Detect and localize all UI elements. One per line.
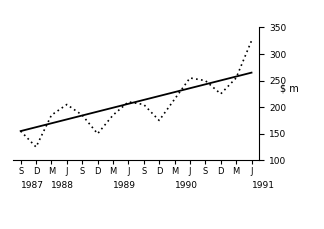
Text: 1991: 1991 — [251, 181, 274, 190]
Text: 1987: 1987 — [21, 181, 44, 190]
Text: 1990: 1990 — [175, 181, 198, 190]
Text: 1989: 1989 — [113, 181, 136, 190]
Y-axis label: $ m: $ m — [280, 84, 298, 94]
Text: 1988: 1988 — [52, 181, 75, 190]
